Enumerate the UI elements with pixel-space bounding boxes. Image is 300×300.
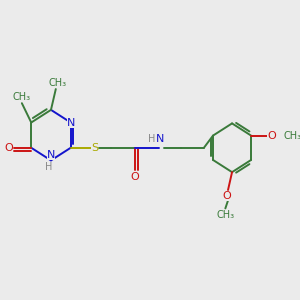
Text: N: N <box>156 134 165 144</box>
Text: N: N <box>47 150 55 160</box>
Text: H: H <box>45 162 52 172</box>
Text: O: O <box>267 130 276 141</box>
Text: CH₃: CH₃ <box>284 130 300 141</box>
Text: O: O <box>4 143 14 153</box>
Text: H: H <box>148 134 155 144</box>
Text: S: S <box>91 143 98 153</box>
Text: N: N <box>67 118 75 128</box>
Text: CH₃: CH₃ <box>216 210 234 220</box>
Text: O: O <box>131 172 140 182</box>
Text: CH₃: CH₃ <box>13 92 31 102</box>
Text: CH₃: CH₃ <box>48 77 66 88</box>
Text: O: O <box>222 191 231 201</box>
